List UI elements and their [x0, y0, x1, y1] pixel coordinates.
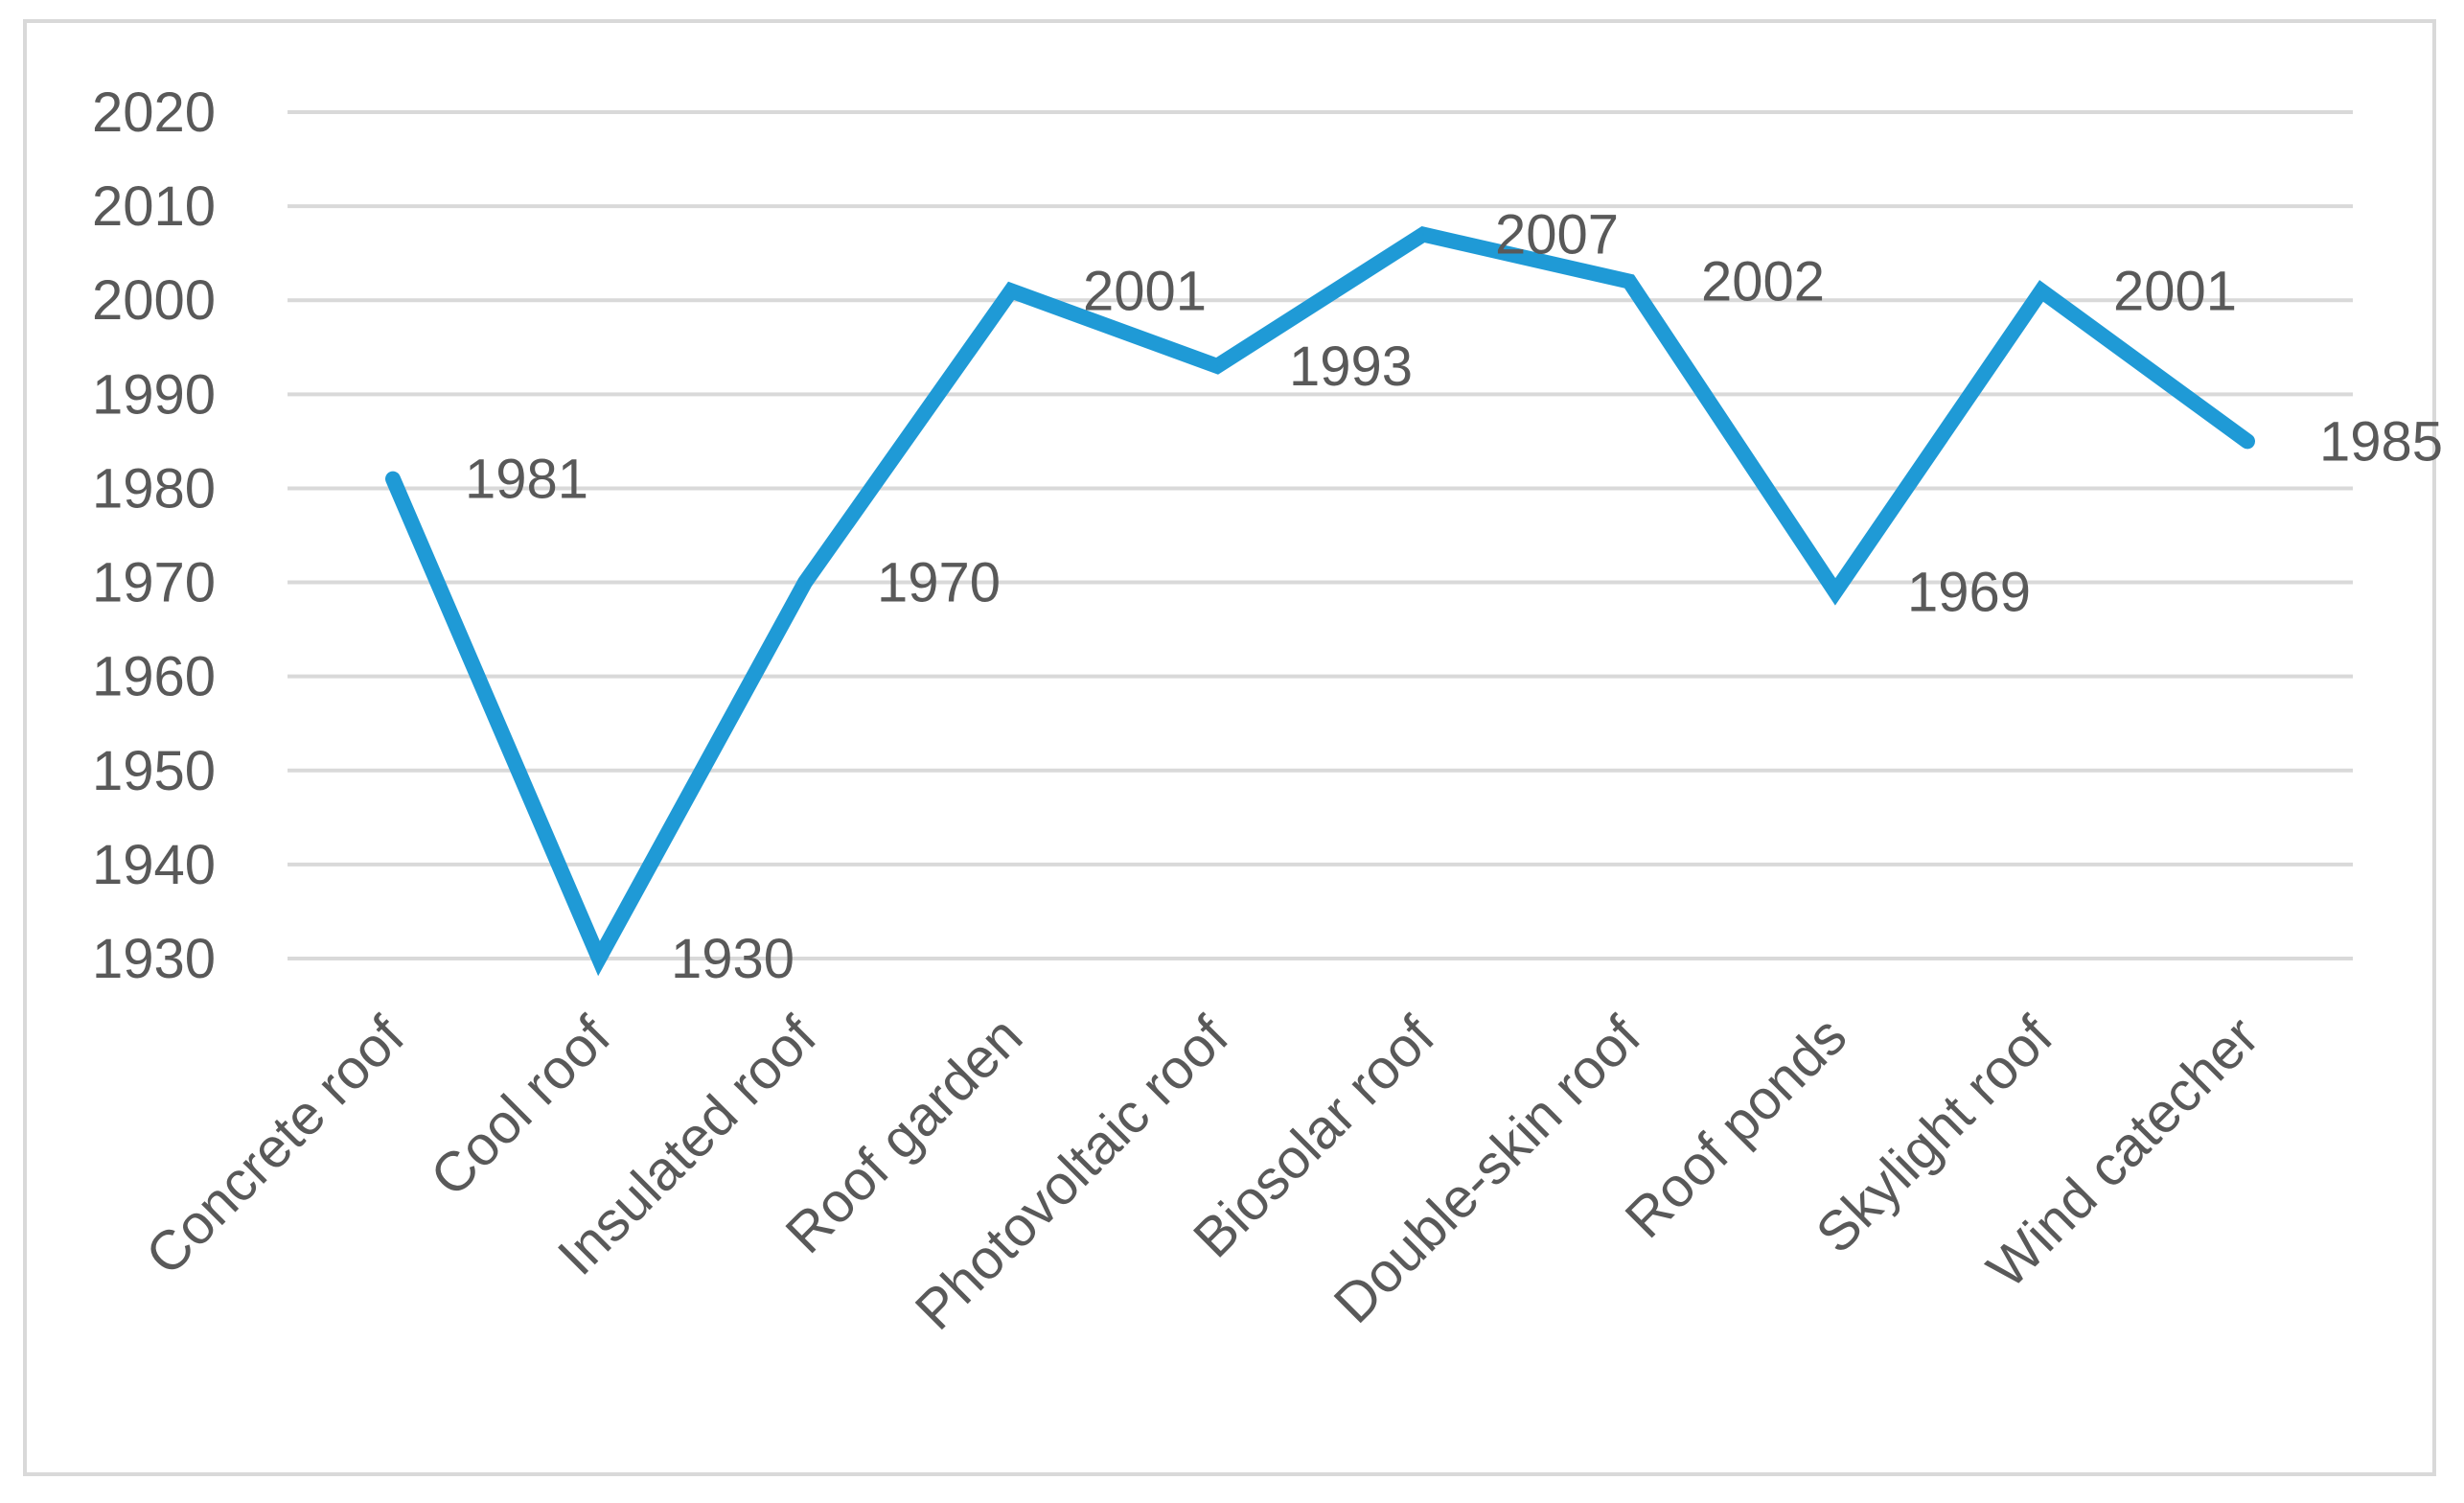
data-point	[1010, 289, 1012, 292]
x-tick-label: Concrete roof	[134, 1005, 417, 1287]
series-line-layer	[385, 226, 2255, 977]
y-tick-label: 1960	[92, 646, 216, 708]
y-tick-label: 2000	[92, 269, 216, 332]
data-labels: 1981 1930 1970 2001 1993 2007 2002 1969 2001 1985	[465, 204, 2443, 990]
data-point	[2246, 440, 2248, 443]
chart-frame	[23, 19, 2436, 1476]
data-label: 2001	[2113, 260, 2237, 322]
y-tick-label: 1970	[92, 552, 216, 614]
data-label: 1930	[671, 928, 794, 990]
gridlines	[288, 110, 2353, 960]
y-tick-label: 2010	[92, 175, 216, 238]
data-point	[2040, 289, 2042, 292]
data-point	[598, 958, 600, 960]
y-tick-label: 1940	[92, 834, 216, 896]
data-point	[392, 477, 394, 480]
data-label: 2007	[1495, 204, 1619, 266]
series-line	[385, 226, 2255, 977]
data-label: 1993	[1289, 335, 1413, 398]
y-tick-label: 1950	[92, 740, 216, 802]
data-point	[804, 581, 806, 584]
data-point	[1628, 280, 1630, 283]
data-label: 2002	[1701, 251, 1825, 313]
data-label: 1981	[465, 449, 588, 511]
y-tick-label: 1930	[92, 928, 216, 990]
data-label: 1969	[1907, 561, 2031, 623]
y-tick-label: 1980	[92, 457, 216, 520]
y-tick-label: 2020	[92, 81, 216, 144]
data-label: 1985	[2319, 410, 2443, 473]
y-axis-ticks: 1930 1940 1950 1960 1970 1980 1990 2000 2010 2020	[92, 81, 216, 990]
data-point	[1834, 590, 1836, 593]
y-tick-label: 1990	[92, 363, 216, 426]
x-tick-label: Cool roof	[419, 1005, 623, 1209]
data-point	[1422, 233, 1424, 236]
data-label: 1970	[877, 552, 1001, 614]
data-label: 2001	[1083, 260, 1207, 322]
data-point	[1216, 364, 1218, 367]
